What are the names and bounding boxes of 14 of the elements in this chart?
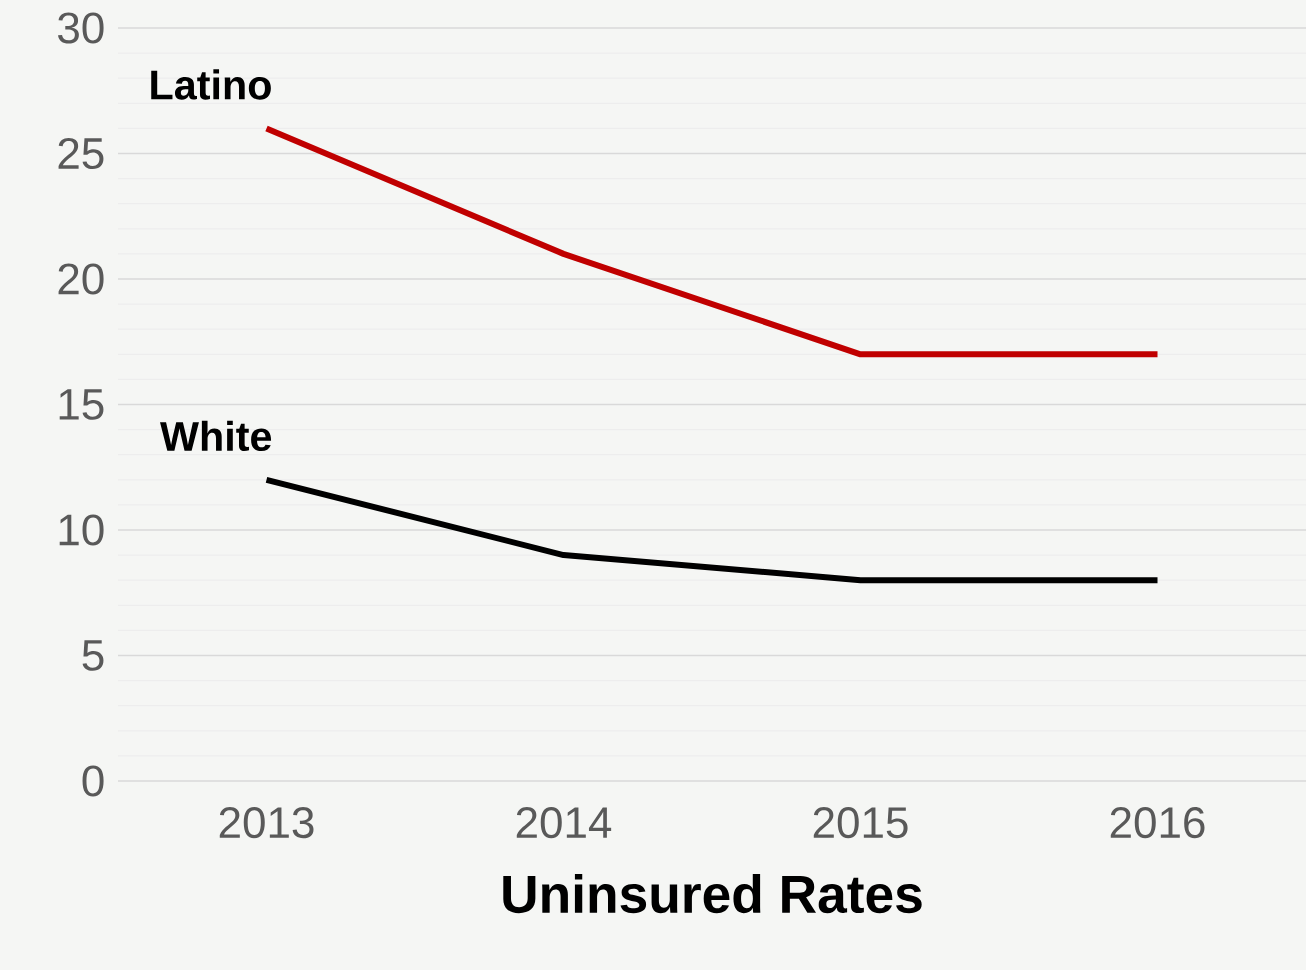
x-axis-title: Uninsured Rates <box>503 874 922 914</box>
series-label: Latino <box>151 69 271 100</box>
x-tick-label: 2014 <box>516 807 612 839</box>
x-tick-label: 2013 <box>219 807 314 839</box>
y-tick-label: 20 <box>58 263 104 295</box>
y-tick-label: 15 <box>59 389 104 420</box>
y-tick-label: 30 <box>58 12 104 44</box>
y-tick-label: 25 <box>58 137 104 170</box>
x-tick-label: 2016 <box>1110 807 1205 839</box>
series-label: White <box>160 420 272 452</box>
y-tick-label: 10 <box>59 514 104 546</box>
y-tick-label: 5 <box>82 640 104 671</box>
y-tick-label: 0 <box>82 765 104 797</box>
x-tick-label: 2015 <box>813 807 908 839</box>
